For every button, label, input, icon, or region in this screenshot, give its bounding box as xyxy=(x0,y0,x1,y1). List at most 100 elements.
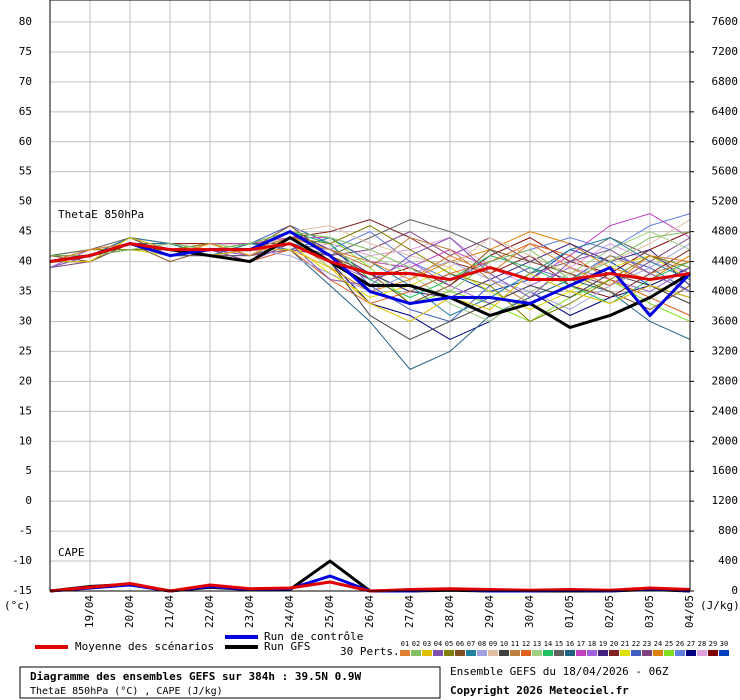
y2-tick-label: 6000 xyxy=(712,135,739,148)
y2-tick-label: 4800 xyxy=(712,225,739,238)
legend-swatch xyxy=(565,650,575,656)
y-tick-label: 40 xyxy=(19,255,32,268)
legend-swatch xyxy=(719,650,729,656)
y2-tick-label: 0 xyxy=(731,584,738,597)
x-tick-label: 26/04 xyxy=(363,595,376,628)
legend-swatch xyxy=(466,650,476,656)
legend-swatch xyxy=(609,650,619,656)
y-tick-label: 35 xyxy=(19,285,32,298)
legend-label: 27 xyxy=(687,640,695,648)
legend-label: 29 xyxy=(709,640,717,648)
legend-swatch xyxy=(510,650,520,656)
legend-swatch xyxy=(411,650,421,656)
y2-unit: (J/kg) xyxy=(700,599,740,612)
x-tick-label: 29/04 xyxy=(483,595,496,628)
legend-label: 26 xyxy=(676,640,684,648)
legend-swatch xyxy=(598,650,608,656)
legend-label: 05 xyxy=(445,640,453,648)
legend-swatch xyxy=(664,650,674,656)
x-tick-label: 04/05 xyxy=(683,595,696,628)
legend-swatch xyxy=(499,650,509,656)
legend-swatch xyxy=(400,650,410,656)
y2-tick-label: 1600 xyxy=(712,464,739,477)
legend-label: 17 xyxy=(577,640,585,648)
legend-swatch xyxy=(642,650,652,656)
legend-label: 02 xyxy=(412,640,420,648)
y-tick-label: -5 xyxy=(19,524,32,537)
x-tick-label: 03/05 xyxy=(643,595,656,628)
legend-label: 16 xyxy=(566,640,574,648)
x-tick-label: 19/04 xyxy=(83,595,96,628)
legend-label: 10 xyxy=(500,640,508,648)
legend-swatch xyxy=(576,650,586,656)
y2-tick-label: 1200 xyxy=(712,494,739,507)
y2-tick-label: 800 xyxy=(718,524,738,537)
y-tick-label: -15 xyxy=(12,584,32,597)
legend-swatch xyxy=(477,650,487,656)
copyright: Copyright 2026 Meteociel.fr xyxy=(450,684,629,697)
legend-label: 12 xyxy=(522,640,530,648)
y-tick-label: 45 xyxy=(19,225,32,238)
y2-tick-label: 7600 xyxy=(712,15,739,28)
y-tick-label: 70 xyxy=(19,75,32,88)
y2-tick-label: 2800 xyxy=(712,374,739,387)
legend-label: 14 xyxy=(544,640,552,648)
y-tick-label: 15 xyxy=(19,404,32,417)
legend-label: 13 xyxy=(533,640,541,648)
x-tick-label: 22/04 xyxy=(203,595,216,628)
y-tick-label: 75 xyxy=(19,45,32,58)
legend-label: 09 xyxy=(489,640,497,648)
y2-tick-label: 4000 xyxy=(712,285,739,298)
legend-swatch xyxy=(675,650,685,656)
plot-area xyxy=(49,0,692,593)
y2-tick-label: 5600 xyxy=(712,165,739,178)
legend-swatch xyxy=(708,650,718,656)
legend-label: 08 xyxy=(478,640,486,648)
y-tick-label: 60 xyxy=(19,135,32,148)
legend-swatch xyxy=(532,650,542,656)
legend-swatch xyxy=(653,650,663,656)
legend-label: 15 xyxy=(555,640,563,648)
run-label: Ensemble GEFS du 18/04/2026 - 06Z xyxy=(450,665,669,678)
y-tick-label: 55 xyxy=(19,165,32,178)
y-tick-label: 10 xyxy=(19,434,32,447)
y2-tick-label: 2400 xyxy=(712,404,739,417)
x-tick-label: 21/04 xyxy=(163,595,176,628)
x-tick-label: 28/04 xyxy=(443,595,456,628)
x-tick-label: 30/04 xyxy=(523,595,536,628)
legend-swatch xyxy=(444,650,454,656)
legend-label: 06 xyxy=(456,640,464,648)
legend-label: 30 xyxy=(720,640,728,648)
annotation: CAPE xyxy=(58,546,85,559)
y2-tick-label: 4400 xyxy=(712,255,739,268)
y-tick-label: 80 xyxy=(19,15,32,28)
y-tick-label: 20 xyxy=(19,374,32,387)
x-tick-label: 01/05 xyxy=(563,595,576,628)
legend-label: 07 xyxy=(467,640,475,648)
legend-swatch xyxy=(697,650,707,656)
y2-tick-label: 5200 xyxy=(712,195,739,208)
main-line xyxy=(49,230,692,317)
legend-swatch xyxy=(620,650,630,656)
legend-swatch xyxy=(455,650,465,656)
legend-label: Moyenne des scénarios xyxy=(75,640,214,653)
legend-label: 01 xyxy=(401,640,409,648)
legend-label: 04 xyxy=(434,640,442,648)
legend-swatch xyxy=(587,650,597,656)
subtitle: ThetaE 850hPa (°C) , CAPE (J/kg) xyxy=(30,686,223,697)
annotation: ThetaE 850hPa xyxy=(58,208,144,221)
y-tick-label: -10 xyxy=(12,554,32,567)
legend-swatch xyxy=(488,650,498,656)
info-box xyxy=(19,666,441,699)
y2-tick-label: 400 xyxy=(718,554,738,567)
y-tick-label: 25 xyxy=(19,344,32,357)
legend-swatch xyxy=(422,650,432,656)
legend-swatch xyxy=(433,650,443,656)
y2-tick-label: 6400 xyxy=(712,105,739,118)
legend-label: 20 xyxy=(610,640,618,648)
x-tick-label: 27/04 xyxy=(403,595,416,628)
perts-label: 30 Perts. xyxy=(340,645,400,658)
title: Diagramme des ensembles GEFS sur 384h : … xyxy=(30,670,362,683)
legend-swatch xyxy=(631,650,641,656)
